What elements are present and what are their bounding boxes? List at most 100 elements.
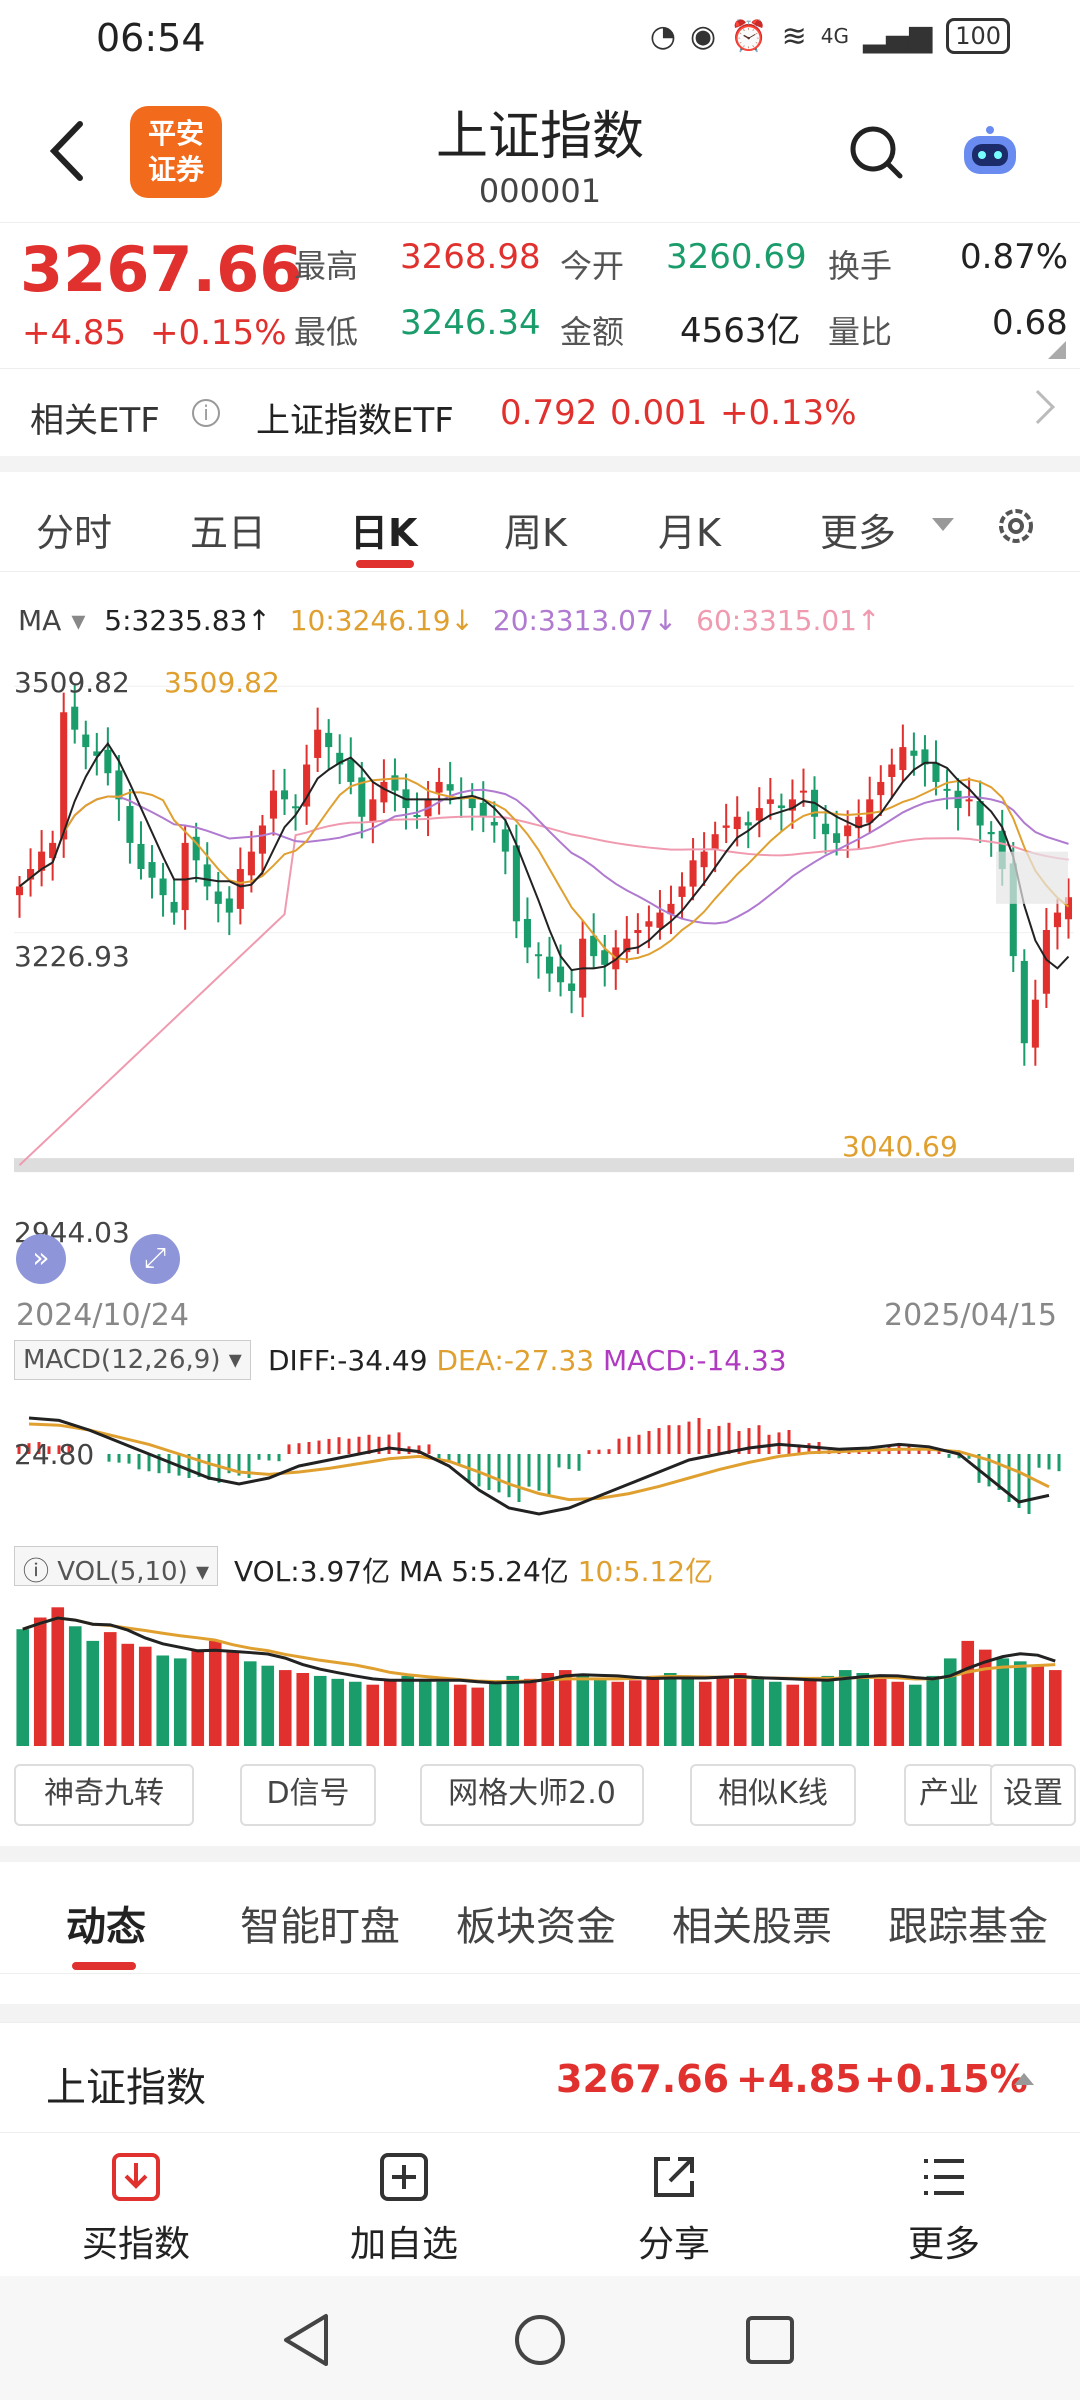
tool-d-signal[interactable]: D信号 xyxy=(240,1764,376,1826)
volume-bar xyxy=(961,1640,975,1746)
more-button[interactable]: 更多 xyxy=(864,2151,1024,2267)
tab-tracking-funds[interactable]: 跟踪基金 xyxy=(888,1904,1048,1950)
status-bar: 06:54 ◔ ◉ ⏰ ≋ 4G ▂▄▆ 100 xyxy=(0,0,1080,80)
fullscreen-icon[interactable]: ⤢ xyxy=(130,1234,180,1284)
tab-sector-funds[interactable]: 板块资金 xyxy=(456,1904,616,1950)
volume-bar xyxy=(803,1680,817,1746)
low-label: 最低 xyxy=(294,313,359,351)
nav-back-icon[interactable] xyxy=(280,2312,332,2368)
candle-body xyxy=(645,921,653,927)
diff-line xyxy=(28,1416,1050,1516)
volume-bar xyxy=(593,1678,607,1746)
candle-body xyxy=(976,801,984,826)
volume-bar xyxy=(733,1673,747,1746)
ma-legend[interactable]: MA ▾ 5:3235.83↑ 10:3246.19↓ 20:3313.07↓ 6… xyxy=(18,604,890,637)
app-header: 平安 证券 上证指数 000001 xyxy=(0,80,1080,220)
chevron-up-icon[interactable] xyxy=(1014,2073,1034,2085)
download-icon xyxy=(112,2153,160,2201)
volume-bar xyxy=(541,1673,555,1746)
tab-five-day[interactable]: 五日 xyxy=(190,511,267,555)
back-icon[interactable] xyxy=(40,116,100,186)
buy-index-button[interactable]: 买指数 xyxy=(56,2151,216,2267)
macd-selector[interactable]: MACD(12,26,9) ▾ xyxy=(14,1340,251,1380)
price-axis-top: 3509.82 xyxy=(14,666,130,699)
candle-body xyxy=(700,851,708,868)
etf-name: 上证指数ETF xyxy=(256,401,454,441)
ma5-value: 5:3235.83↑ xyxy=(104,604,271,637)
volume-bar xyxy=(418,1678,432,1746)
candle-body xyxy=(225,898,233,913)
info-icon: ⓘ xyxy=(23,1557,58,1587)
volume-bar xyxy=(908,1684,922,1746)
bottom-quote-bar[interactable]: 上证指数 3267.66 +4.85 +0.15% xyxy=(0,2022,1080,2132)
tab-news[interactable]: 动态 xyxy=(66,1904,146,1950)
tool-settings[interactable]: 设置 xyxy=(990,1764,1076,1826)
candle-body xyxy=(380,781,388,803)
ma5-line xyxy=(18,741,1070,972)
etf-price: 0.792 xyxy=(500,393,598,433)
candle-body xyxy=(104,749,112,774)
robot-assistant-icon[interactable] xyxy=(958,122,1022,182)
vol-legend: VOL:3.97亿 MA 5:5.24亿 10:5.12亿 xyxy=(234,1550,713,1590)
volume-bar xyxy=(873,1678,887,1746)
divider xyxy=(0,2004,1080,2022)
candlestick-chart[interactable] xyxy=(0,650,1080,1220)
candle-body xyxy=(568,983,576,991)
tool-similar-k[interactable]: 相似K线 xyxy=(690,1764,856,1826)
candle-body xyxy=(777,805,785,809)
share-label: 分享 xyxy=(637,2224,710,2265)
candle-body xyxy=(336,752,344,765)
nav-home-icon[interactable] xyxy=(512,2312,568,2368)
index-name: 上证指数 xyxy=(46,2065,206,2111)
candle-body xyxy=(833,833,841,843)
tool-industry[interactable]: 产业 xyxy=(904,1764,994,1826)
expand-left-icon[interactable]: » xyxy=(16,1234,66,1284)
ma-label: MA xyxy=(18,604,62,637)
gear-icon[interactable] xyxy=(992,502,1040,550)
candle-body xyxy=(711,834,719,850)
tab-monthly-k[interactable]: 月K xyxy=(658,511,721,555)
collapse-icon[interactable] xyxy=(1048,341,1066,359)
vol-ma5-line xyxy=(22,1616,1056,1685)
volume-bar xyxy=(558,1670,572,1746)
vol-selector[interactable]: ⓘ VOL(5,10) ▾ xyxy=(14,1546,219,1587)
candle-body xyxy=(49,842,57,859)
tab-daily-k[interactable]: 日K xyxy=(350,511,418,555)
candle-body xyxy=(788,799,796,811)
etf-label: 相关ETF xyxy=(30,401,160,441)
tool-grid-master[interactable]: 网格大师2.0 xyxy=(420,1764,644,1826)
macd-label: MACD(12,26,9) xyxy=(23,1345,221,1375)
candle-body xyxy=(369,799,377,823)
volume-bar xyxy=(1031,1665,1045,1746)
candle-body xyxy=(766,799,774,804)
volume-bar xyxy=(646,1675,660,1746)
start-date: 2024/10/24 xyxy=(16,1298,189,1333)
volume-bar xyxy=(838,1670,852,1746)
tab-weekly-k[interactable]: 周K xyxy=(504,511,567,555)
volume-bar xyxy=(68,1626,82,1746)
candle-body xyxy=(203,864,211,887)
status-time: 06:54 xyxy=(96,16,206,60)
info-icon[interactable]: i xyxy=(192,399,220,427)
tab-related-stocks[interactable]: 相关股票 xyxy=(672,1904,832,1950)
tool-magic-nine[interactable]: 神奇九转 xyxy=(14,1764,194,1826)
tab-intraday[interactable]: 分时 xyxy=(36,511,113,555)
share-button[interactable]: 分享 xyxy=(594,2151,754,2267)
volume-bar xyxy=(751,1678,765,1746)
volume-bar xyxy=(926,1675,940,1746)
search-icon[interactable] xyxy=(846,122,906,182)
candle-body xyxy=(545,956,554,974)
candle-body xyxy=(910,750,918,756)
stock-code: 000001 xyxy=(478,172,602,210)
nav-recents-icon[interactable] xyxy=(744,2314,796,2366)
tab-more[interactable]: 更多 xyxy=(820,511,897,555)
volume-bar xyxy=(663,1673,677,1746)
candle-body xyxy=(1009,863,1017,957)
add-watchlist-button[interactable]: 加自选 xyxy=(324,2151,484,2267)
tab-smart-watch[interactable]: 智能盯盘 xyxy=(240,1904,400,1950)
candle-body xyxy=(137,843,145,870)
related-etf-row[interactable]: 相关ETF i 上证指数ETF 0.792 0.001 +0.13% xyxy=(0,368,1080,456)
volume-bar xyxy=(768,1681,782,1746)
volume-bar xyxy=(506,1675,520,1746)
candle-body xyxy=(512,845,520,922)
